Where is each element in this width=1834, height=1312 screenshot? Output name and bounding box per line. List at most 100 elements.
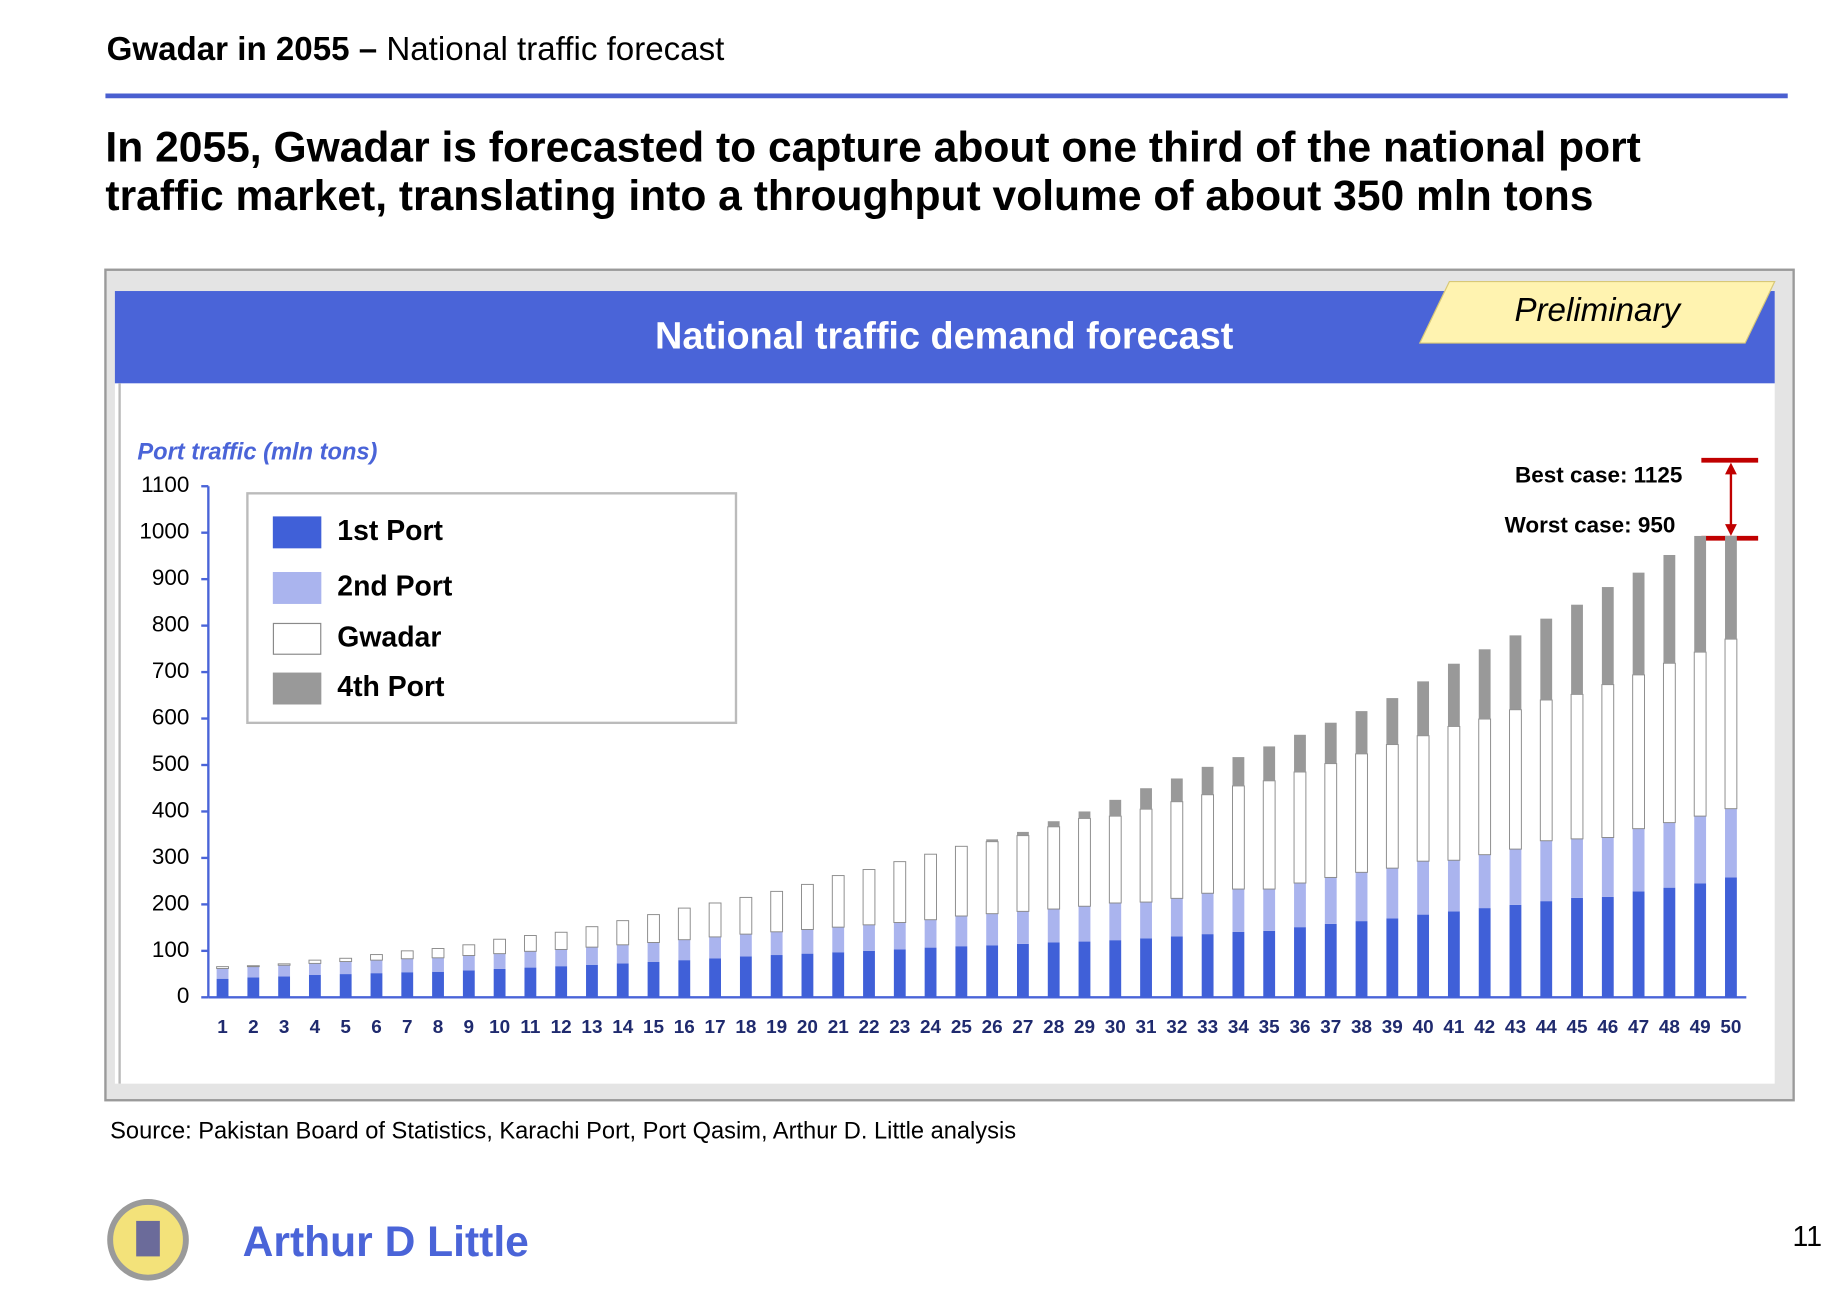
bar-segment <box>739 934 752 957</box>
x-tick-label: 41 <box>1443 1017 1464 1038</box>
x-tick-label: 34 <box>1228 1017 1250 1038</box>
bar-segment <box>1478 649 1491 720</box>
legend-label: 2nd Port <box>337 570 453 602</box>
bar-segment <box>1663 822 1676 888</box>
bar-segment <box>1109 902 1122 941</box>
bar-segment <box>462 944 476 956</box>
bar-segment <box>308 959 322 964</box>
y-tick-label: 200 <box>152 890 190 915</box>
legend-label: Gwadar <box>337 621 441 653</box>
bar-segment <box>1417 861 1430 915</box>
bar-segment <box>462 970 475 998</box>
x-tick-label: 29 <box>1074 1017 1095 1038</box>
bar-segment <box>1539 699 1553 842</box>
x-tick-label: 38 <box>1351 1017 1372 1038</box>
page-number: 11 <box>1793 1221 1822 1253</box>
x-tick-label: 2 <box>248 1017 259 1038</box>
bar-segment <box>1078 906 1091 942</box>
bar-segment <box>955 916 968 947</box>
bar-segment <box>1109 799 1122 817</box>
x-tick-label: 35 <box>1259 1017 1280 1038</box>
x-tick-label: 45 <box>1567 1017 1588 1038</box>
x-tick-label: 31 <box>1136 1017 1157 1038</box>
bar-segment <box>1447 860 1460 912</box>
bar-segment <box>1478 718 1492 856</box>
bar-segment <box>1263 930 1276 998</box>
annotation: Worst case: 950 <box>1505 512 1676 537</box>
bar-segment <box>278 965 291 977</box>
bar-segment <box>801 883 814 930</box>
bar-segment <box>1540 618 1553 700</box>
bar-segment <box>1571 838 1583 898</box>
bar-segment <box>524 951 537 968</box>
bar-segment <box>432 957 444 972</box>
annotation: Best case: 1125 <box>1515 463 1682 488</box>
badge <box>1418 280 1776 344</box>
x-tick-label: 33 <box>1197 1017 1218 1038</box>
bar-segment <box>1632 674 1645 830</box>
bar-segment <box>1632 891 1645 998</box>
x-tick-label: 17 <box>705 1017 726 1038</box>
x-tick-label: 18 <box>735 1017 756 1038</box>
bar-segment <box>1078 811 1091 819</box>
x-tick-label: 23 <box>889 1017 910 1038</box>
brand: Arthur D Little <box>243 1218 529 1266</box>
x-tick-label: 1 <box>217 1017 228 1038</box>
bar-segment <box>1355 753 1368 873</box>
bar-segment <box>586 964 598 998</box>
bar-segment <box>431 948 445 959</box>
bar-segment <box>1447 663 1460 727</box>
y-tick-label: 600 <box>152 704 190 729</box>
y-tick-label: 0 <box>177 983 190 1008</box>
x-tick-label: 36 <box>1289 1017 1310 1038</box>
bar-segment <box>986 913 999 946</box>
bar-segment <box>1540 840 1553 902</box>
x-tick-label: 8 <box>433 1017 444 1038</box>
bar-segment <box>1201 893 1214 935</box>
bar-segment <box>1694 883 1707 998</box>
bar-segment <box>678 960 691 998</box>
bar-segment <box>708 902 722 938</box>
bar-segment <box>216 978 229 998</box>
bar-segment <box>1016 835 1030 912</box>
bar-segment <box>1140 938 1152 998</box>
x-tick-label: 19 <box>766 1017 787 1038</box>
bar-segment <box>339 974 352 998</box>
y-tick-label: 700 <box>152 658 190 683</box>
bar-segment <box>1263 746 1276 781</box>
bar-segment <box>462 955 475 971</box>
bar-segment <box>893 949 906 998</box>
bar-segment <box>493 968 506 998</box>
bar-segment <box>1601 587 1614 685</box>
bar-segment <box>1632 828 1645 892</box>
bar-segment <box>1017 831 1029 836</box>
x-tick-label: 13 <box>581 1017 602 1038</box>
bar-segment <box>1694 816 1707 884</box>
bar-segment <box>1294 883 1306 928</box>
bar-segment <box>1417 914 1430 998</box>
bar-segment <box>709 936 722 959</box>
bar-segment <box>1324 923 1337 998</box>
bar-segment <box>432 971 444 998</box>
bar-segment <box>1725 877 1737 998</box>
bar-segment <box>1663 554 1676 664</box>
bar-segment <box>554 931 568 950</box>
x-tick-label: 30 <box>1105 1017 1126 1038</box>
bar-segment <box>1262 780 1276 890</box>
bar-segment <box>1017 943 1029 998</box>
bar-segment <box>1540 901 1553 998</box>
bar-segment <box>1078 941 1091 998</box>
bar-segment <box>370 960 383 974</box>
x-tick-label: 7 <box>402 1017 413 1038</box>
bar-segment <box>1170 778 1183 802</box>
bar-segment <box>246 965 260 968</box>
bar-segment <box>401 958 414 973</box>
bar-segment <box>308 975 321 998</box>
x-tick-label: 11 <box>520 1017 540 1038</box>
x-tick-label: 27 <box>1012 1017 1033 1038</box>
x-tick-label: 20 <box>797 1017 818 1038</box>
bar-segment <box>216 966 229 969</box>
bar-segment <box>739 896 753 935</box>
x-tick-label: 47 <box>1628 1017 1649 1038</box>
